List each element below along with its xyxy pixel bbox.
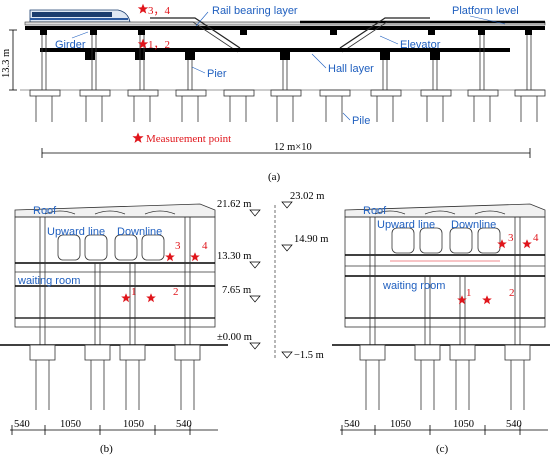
measurement-point-lower-icon — [137, 38, 149, 49]
upward-line-label-c: Upward line — [377, 219, 435, 231]
hall-layer-label: Hall layer — [328, 63, 374, 75]
hall-blocks — [85, 52, 440, 60]
upward-line-label-b: Upward line — [47, 226, 105, 238]
panel-b: Roof Upward line Downline waiting room 1… — [0, 203, 228, 455]
pile-caps — [29, 89, 546, 97]
trains-b — [57, 234, 165, 261]
dim-1-c: 540 — [344, 419, 360, 430]
train-icon — [29, 9, 131, 23]
elev-0-00: ±0.00 m — [217, 332, 252, 343]
legend-label: Measurement point — [146, 133, 231, 145]
dim-3-c: 1050 — [453, 419, 474, 430]
elevation-scale: 21.62 m 13.30 m 7.65 m ±0.00 m 23.02 m 1… — [217, 191, 328, 361]
measurement-point-upper-icon — [137, 3, 149, 14]
elev-23-02: 23.02 m — [290, 191, 324, 202]
elev-21-62: 21.62 m — [217, 199, 251, 210]
elev-13-30: 13.30 m — [217, 251, 251, 262]
platform-level-label: Platform level — [452, 5, 519, 17]
point-lower-label: 1，2 — [148, 39, 170, 51]
roof-label-c: Roof — [363, 205, 387, 217]
rail-deck — [24, 21, 546, 26]
caption-a: (a) — [268, 171, 281, 183]
girder-top — [25, 26, 545, 30]
dim-4-b: 540 — [176, 419, 192, 430]
dim-1-b: 540 — [14, 419, 30, 430]
pier-label: Pier — [207, 68, 227, 80]
dim-2-b: 1050 — [60, 419, 81, 430]
point-4-label-b: 4 — [202, 240, 208, 252]
point-3-label-c: 3 — [508, 232, 514, 244]
waiting-room-label-c: waiting room — [382, 280, 445, 292]
point-4-label-c: 4 — [533, 232, 539, 244]
point-upper-label: 3，4 — [148, 5, 170, 17]
pile-label: Pile — [352, 115, 370, 127]
panel-c: Roof Upward line Downline waiting room 1… — [332, 203, 550, 455]
escalators — [150, 17, 430, 53]
point-2-label-c: 2 — [509, 287, 515, 299]
columns — [41, 35, 532, 90]
measurement-points-c — [457, 239, 532, 305]
downline-label-c: Downline — [451, 219, 496, 231]
elev-14-90: 14.90 m — [294, 234, 328, 245]
span-label: 12 m×10 — [274, 142, 312, 153]
height-label: 13.3 m — [1, 49, 12, 78]
point-2-label-b: 2 — [173, 286, 179, 298]
dim-2-c: 1050 — [390, 419, 411, 430]
elev-minus-1-5: −1.5 m — [294, 350, 324, 361]
rail-bearing-layer-label: Rail bearing layer — [212, 5, 298, 17]
measurement-points-b — [121, 252, 200, 303]
girder-label: Girder — [55, 39, 86, 51]
roof-label-b: Roof — [33, 205, 57, 217]
elevator-label: Elevator — [400, 39, 441, 51]
piles — [35, 96, 538, 122]
elev-7-65: 7.65 m — [222, 285, 251, 296]
caption-b: (b) — [100, 443, 113, 455]
dim-3-b: 1050 — [123, 419, 144, 430]
waiting-room-label-b: waiting room — [17, 275, 80, 287]
girder-blocks — [40, 30, 532, 35]
point-1-label-c: 1 — [466, 287, 472, 299]
hall-layer-slab — [40, 48, 510, 52]
legend-star-icon — [132, 132, 144, 143]
point-3-label-b: 3 — [175, 240, 181, 252]
dim-4-c: 540 — [506, 419, 522, 430]
caption-c: (c) — [436, 443, 449, 455]
building-outline-c — [344, 216, 546, 328]
panel-a: 13.3 m Rail bearing layer Platform level… — [1, 3, 546, 183]
downline-label-b: Downline — [117, 226, 162, 238]
trains-c — [391, 227, 501, 254]
point-1-label-b: 1 — [131, 286, 137, 298]
